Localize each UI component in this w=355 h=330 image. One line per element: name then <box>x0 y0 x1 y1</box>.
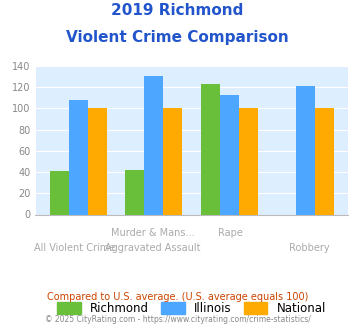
Text: Robbery: Robbery <box>289 243 329 252</box>
Bar <box>125 170 144 215</box>
Text: Murder & Mans...: Murder & Mans... <box>111 228 195 238</box>
Bar <box>315 109 334 214</box>
Bar <box>88 109 106 214</box>
Bar <box>296 86 315 214</box>
Bar <box>50 171 69 214</box>
Bar <box>239 109 258 214</box>
Bar <box>144 76 163 214</box>
Text: 2019 Richmond: 2019 Richmond <box>111 3 244 18</box>
Bar <box>163 109 182 214</box>
Bar <box>69 100 88 214</box>
Bar <box>201 84 220 214</box>
Text: Compared to U.S. average. (U.S. average equals 100): Compared to U.S. average. (U.S. average … <box>47 292 308 302</box>
Text: Violent Crime Comparison: Violent Crime Comparison <box>66 30 289 45</box>
Bar <box>220 95 239 214</box>
Legend: Richmond, Illinois, National: Richmond, Illinois, National <box>53 298 331 320</box>
Text: Rape: Rape <box>218 228 243 238</box>
Text: All Violent Crime: All Violent Crime <box>34 243 115 252</box>
Text: Aggravated Assault: Aggravated Assault <box>105 243 201 252</box>
Text: © 2025 CityRating.com - https://www.cityrating.com/crime-statistics/: © 2025 CityRating.com - https://www.city… <box>45 315 310 324</box>
